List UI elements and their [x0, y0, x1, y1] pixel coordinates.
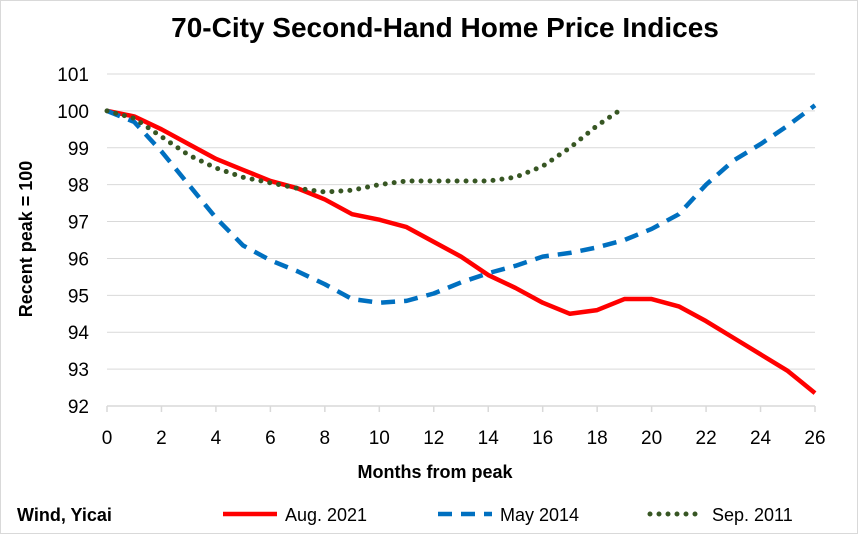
y-tick-label: 94: [68, 323, 90, 344]
y-tick-label: 99: [68, 139, 89, 160]
legend-label: Aug. 2021: [285, 505, 367, 525]
gridlines: [107, 73, 815, 407]
x-tick-label: 4: [211, 428, 222, 449]
y-tick-label: 92: [68, 397, 89, 418]
legend-label: May 2014: [500, 505, 579, 525]
y-axis-ticks: 92 93 94 95 96 97 98 99 100 101: [57, 65, 89, 418]
x-axis-title: Months from peak: [357, 462, 513, 482]
chart-title: 70-City Second-Hand Home Price Indices: [171, 12, 719, 43]
x-tick-label: 10: [369, 428, 390, 449]
x-axis-ticks: 0 2 4 6 8 10 12 14 16 18 20 22 24 26: [102, 406, 826, 449]
y-tick-label: 93: [68, 360, 89, 381]
x-tick-label: 6: [265, 428, 276, 449]
legend-label: Sep. 2011: [712, 505, 793, 525]
y-tick-label: 101: [57, 65, 89, 86]
y-tick-label: 95: [68, 286, 89, 307]
legend: Aug. 2021 May 2014 Sep. 2011: [223, 505, 793, 525]
x-tick-label: 18: [587, 428, 608, 449]
x-tick-label: 8: [320, 428, 331, 449]
x-tick-label: 16: [532, 428, 553, 449]
x-tick-label: 22: [696, 428, 717, 449]
x-tick-label: 2: [156, 428, 167, 449]
series-lines: [104, 103, 817, 395]
x-tick-label: 20: [641, 428, 662, 449]
y-tick-label: 96: [68, 249, 89, 270]
y-tick-label: 98: [68, 176, 89, 197]
series-line-may-2014: [106, 103, 817, 305]
series-line-sep-2011: [104, 104, 627, 195]
x-tick-label: 0: [102, 428, 113, 449]
y-axis-title: Recent peak = 100: [16, 161, 36, 318]
x-tick-label: 14: [478, 428, 500, 449]
x-tick-label: 24: [750, 428, 772, 449]
series-line-aug-2021: [106, 108, 817, 395]
source-note: Wind, Yicai: [17, 505, 112, 525]
x-tick-label: 26: [804, 428, 825, 449]
y-tick-label: 97: [68, 213, 89, 234]
y-tick-label: 100: [57, 102, 89, 123]
x-tick-label: 12: [423, 428, 444, 449]
